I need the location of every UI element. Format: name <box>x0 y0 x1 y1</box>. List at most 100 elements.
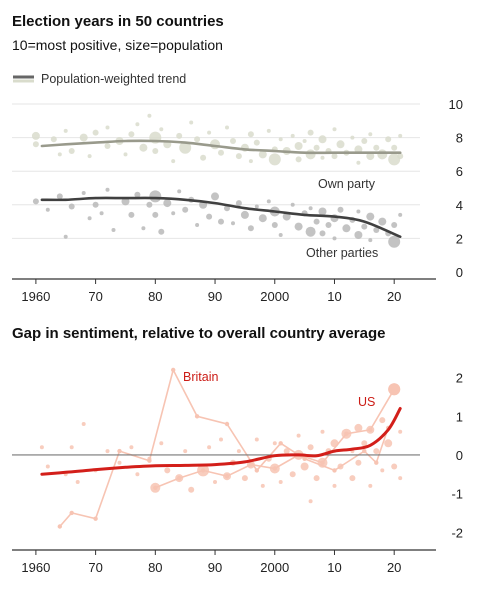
own-party-point <box>356 160 361 165</box>
other-parties-point <box>149 190 162 203</box>
other-parties-point <box>319 230 326 237</box>
own-party-point <box>302 139 307 143</box>
chart1-x-ticks: 1960 70 80 90 2000 10 20 <box>21 289 401 304</box>
gap-point <box>272 441 277 446</box>
y-tick-label: -2 <box>451 525 463 540</box>
other-parties-point <box>171 211 176 216</box>
gap-trend-line <box>40 407 402 476</box>
other-parties-point <box>87 216 92 221</box>
own-party-point <box>247 131 254 138</box>
gap-point <box>164 467 171 474</box>
chart2-points <box>39 383 403 504</box>
x-tick-label: 1960 <box>21 289 50 304</box>
gap-point <box>188 486 195 493</box>
us-point <box>248 462 254 467</box>
other-parties-point <box>134 191 141 198</box>
own-party-point <box>128 131 135 138</box>
gap-point <box>260 483 265 488</box>
gap-point <box>368 483 373 488</box>
other-parties-point <box>68 203 75 210</box>
own-party-point <box>63 128 68 133</box>
us-point <box>177 475 182 481</box>
x-tick-label: 90 <box>208 289 222 304</box>
x-tick-label: 2000 <box>260 289 289 304</box>
own-party-point <box>32 141 39 148</box>
own-party-point <box>31 131 40 140</box>
own-party-point <box>57 152 62 157</box>
us-point <box>388 383 401 396</box>
gap-point <box>289 471 296 478</box>
gap-point <box>207 445 212 450</box>
gap-point <box>320 429 325 434</box>
x-tick-label: 70 <box>88 560 102 575</box>
y-tick-label: 1 <box>456 409 463 424</box>
britain-point <box>278 441 283 446</box>
britain-point <box>332 468 337 473</box>
gap-point <box>373 448 380 455</box>
chart1-points <box>31 113 404 248</box>
x-tick-label: 20 <box>387 289 401 304</box>
other-parties-point <box>361 223 368 230</box>
own-party-point <box>105 125 110 130</box>
gap-point <box>398 476 403 481</box>
other-parties-point <box>266 199 271 204</box>
own-party-point <box>368 132 373 137</box>
own-party-point <box>266 128 271 133</box>
own-party-point <box>87 154 92 159</box>
y-tick-label: 0 <box>456 448 463 463</box>
other-parties-point <box>325 222 332 228</box>
own-party-point <box>135 122 140 127</box>
other-parties-point <box>378 217 387 226</box>
own-party-point <box>92 129 99 136</box>
own-party-point <box>294 142 303 150</box>
chart2-title: Gap in sentiment, relative to overall co… <box>12 325 385 342</box>
britain-point <box>224 421 230 427</box>
own-party-point <box>159 127 164 132</box>
gap-point <box>39 445 44 450</box>
britain-point <box>171 367 176 373</box>
other-parties-point <box>206 213 213 220</box>
chart1-y-ticks: 0 2 4 6 8 10 <box>449 97 463 280</box>
other-parties-point <box>92 201 99 208</box>
other-parties-point <box>152 211 159 218</box>
other-parties-point <box>388 235 401 248</box>
chart2-trend-line <box>40 407 402 476</box>
other-parties-point <box>235 200 242 207</box>
gap-point <box>75 480 80 484</box>
gap-point <box>283 448 290 455</box>
gap-point <box>219 437 223 442</box>
own-party-point <box>68 148 75 154</box>
other-parties-point <box>366 212 375 221</box>
own-party-point <box>366 152 375 161</box>
other-parties-point <box>158 228 165 235</box>
chart2-x-ticks: 1960 70 80 90 2000 10 20 <box>21 560 401 575</box>
own-party-point <box>218 149 224 156</box>
own-party-point <box>336 140 345 149</box>
y-tick-label: -1 <box>451 487 463 502</box>
own-party-point <box>139 143 148 152</box>
other-parties-point <box>342 224 351 233</box>
gap-point <box>332 483 337 488</box>
other-parties-point <box>318 207 327 216</box>
other-parties-point <box>247 225 254 232</box>
us-label: US <box>358 395 375 409</box>
own-party-point <box>194 136 201 143</box>
x-tick-label: 10 <box>327 289 341 304</box>
own-party-point <box>200 154 207 161</box>
gap-point <box>300 462 309 471</box>
us-point <box>320 460 325 465</box>
other-parties-point <box>278 233 283 237</box>
own-party-point <box>305 149 316 160</box>
other-parties-point <box>391 222 398 228</box>
chart2-country-lines <box>57 367 401 529</box>
y-tick-label: 2 <box>456 231 463 246</box>
britain-point <box>93 516 98 521</box>
own-party-point <box>176 132 183 139</box>
chart1-axis <box>12 278 436 284</box>
x-tick-label: 2000 <box>260 560 289 575</box>
y-tick-label: 0 <box>456 265 463 280</box>
gap-point <box>307 444 314 451</box>
own-party-point <box>377 149 388 160</box>
other-parties-point <box>258 214 267 223</box>
